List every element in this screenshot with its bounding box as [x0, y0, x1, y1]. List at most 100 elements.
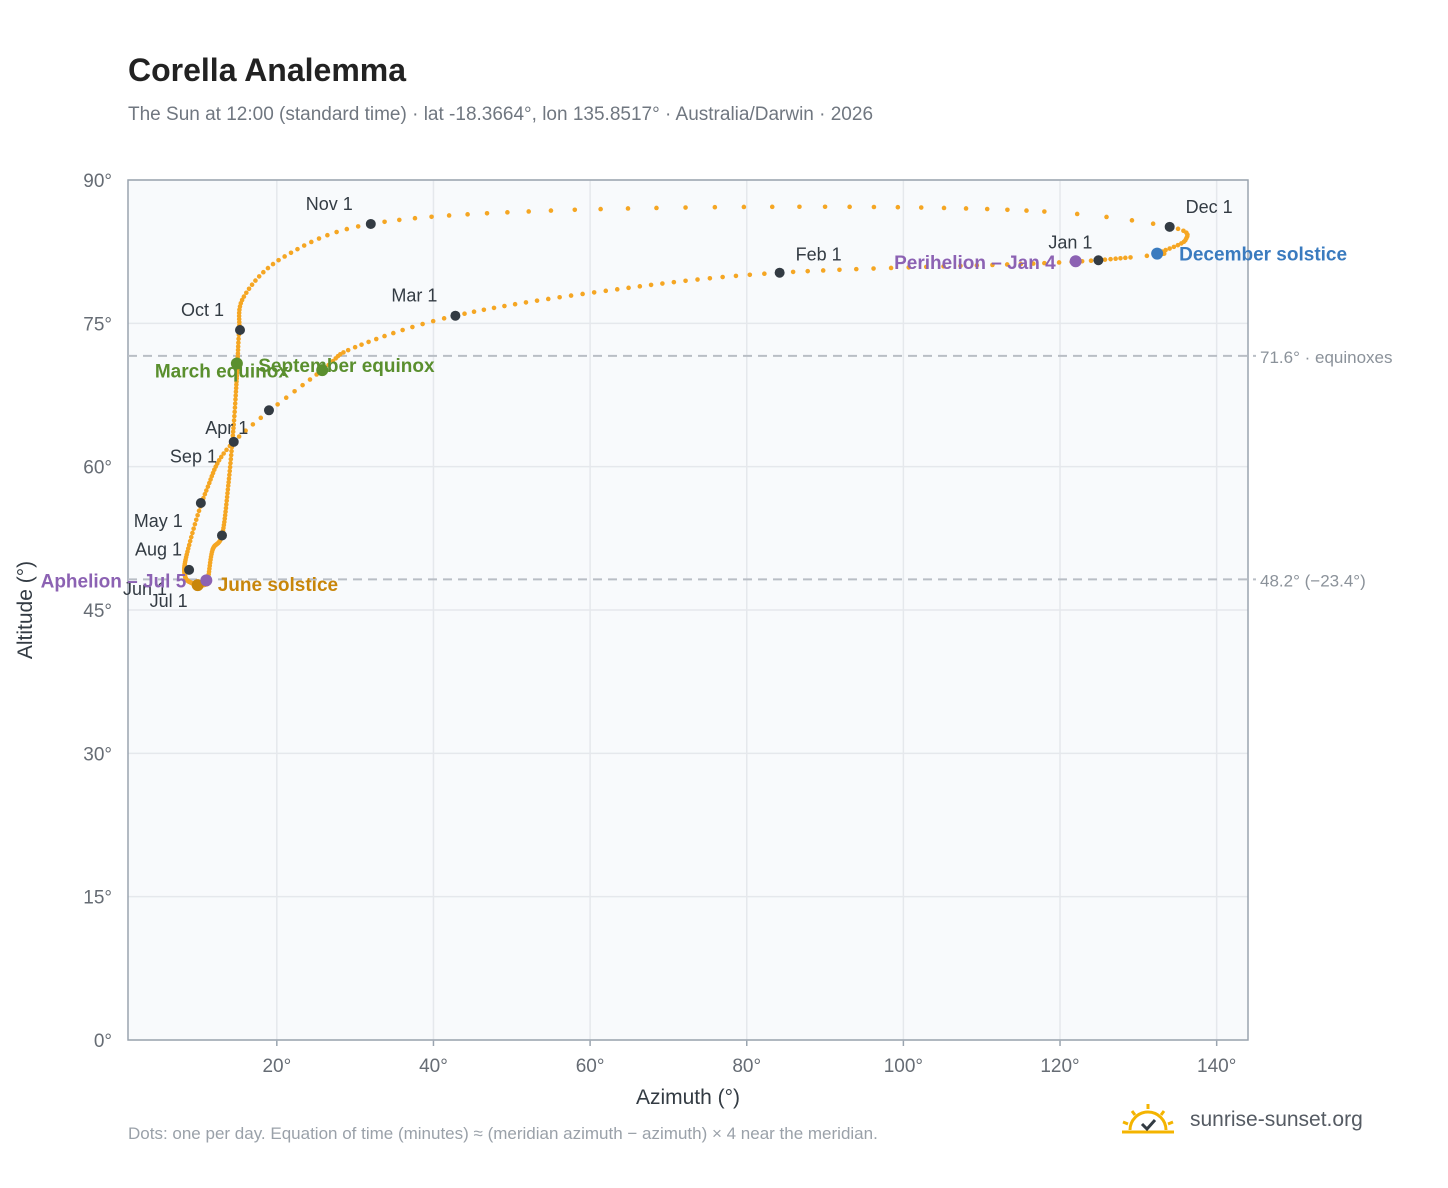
day-dot [741, 204, 747, 210]
day-dot [1024, 208, 1029, 213]
day-dot [195, 512, 200, 518]
day-dot [233, 393, 239, 398]
day-dot [941, 205, 947, 211]
day-dot [344, 226, 350, 232]
day-dot [382, 333, 387, 339]
day-dot [382, 219, 387, 225]
reference-line-label: 71.6° · equinoxes [1260, 348, 1393, 367]
month-marker [195, 497, 206, 508]
event-marker [230, 357, 243, 370]
day-dot [871, 266, 876, 271]
brand-logo[interactable]: sunrise-sunset.org [1120, 1102, 1363, 1138]
day-dot [990, 262, 995, 268]
event-label: December solstice [1179, 245, 1347, 266]
y-tick-label: 90° [83, 171, 112, 192]
day-dot [208, 477, 213, 482]
day-dot [253, 278, 258, 283]
day-dot [228, 456, 234, 462]
day-dot [1074, 211, 1080, 217]
day-dot [797, 204, 802, 210]
day-dot [236, 340, 241, 345]
day-dot [232, 409, 237, 415]
month-marker [1164, 221, 1175, 232]
day-dot [1042, 260, 1047, 266]
day-dot [233, 389, 239, 395]
y-tick-label: 75° [83, 314, 112, 335]
day-dot [228, 460, 233, 466]
month-marker [184, 564, 195, 575]
day-dot [683, 278, 688, 284]
month-label: Oct 1 [181, 300, 224, 320]
y-tick-label: 30° [83, 744, 112, 765]
day-dot [502, 303, 507, 309]
day-dot [225, 487, 231, 492]
day-dot [265, 265, 271, 271]
day-dot [512, 301, 518, 307]
month-label: Mar 1 [391, 286, 437, 306]
day-dot [1088, 258, 1094, 263]
month-label: Feb 1 [796, 245, 842, 265]
day-dot [205, 484, 211, 489]
day-dot [441, 316, 447, 321]
y-tick-label: 60° [83, 458, 112, 479]
day-dot [204, 488, 209, 493]
day-dot [225, 490, 230, 496]
month-label: Aug 1 [135, 539, 182, 559]
day-dot [236, 336, 241, 342]
day-dot [491, 305, 497, 311]
event-label: June solstice [218, 575, 338, 596]
month-label: Apr 1 [205, 418, 248, 438]
month-label: Sep 1 [170, 446, 217, 466]
day-dot [224, 494, 230, 500]
day-dot [261, 269, 266, 275]
y-tick-label: 15° [83, 888, 112, 909]
month-marker [263, 405, 274, 416]
day-dot [1171, 244, 1177, 250]
day-dot [250, 422, 256, 427]
day-dot [232, 413, 237, 419]
day-dot [1167, 246, 1172, 251]
x-tick-label: 100° [884, 1056, 923, 1077]
day-dot [192, 521, 198, 527]
day-dot [307, 377, 313, 382]
day-dot [218, 454, 224, 460]
day-dot [282, 254, 287, 259]
day-dot [226, 476, 232, 481]
day-dot [1179, 241, 1184, 246]
day-dot [1129, 218, 1135, 223]
day-dot [239, 297, 245, 303]
month-label: May 1 [134, 511, 183, 531]
day-dot [295, 246, 300, 252]
day-dot [429, 214, 434, 220]
day-dot [941, 264, 946, 269]
day-dot [235, 347, 241, 353]
day-dot [223, 509, 228, 515]
day-dot [196, 508, 202, 514]
day-dot [1113, 256, 1118, 262]
month-label: Jun 1 [123, 579, 167, 599]
sun-check-icon [1122, 1104, 1174, 1134]
day-dot [352, 344, 358, 350]
day-dot [232, 401, 238, 406]
day-dot [822, 204, 828, 210]
day-dot [654, 205, 659, 211]
day-dot [231, 425, 236, 431]
day-dot [420, 321, 425, 327]
day-dot [484, 210, 490, 216]
day-dot [326, 362, 331, 368]
day-dot [187, 538, 193, 544]
day-dot [233, 385, 239, 391]
month-marker [235, 325, 245, 336]
day-dot [625, 206, 631, 211]
day-dot [853, 266, 859, 272]
event-marker [1069, 255, 1082, 268]
day-dot [373, 336, 379, 342]
day-dot [1175, 226, 1181, 232]
day-dot [1004, 262, 1010, 267]
day-dot [222, 516, 228, 521]
day-dot [345, 347, 351, 353]
day-dot [235, 344, 241, 349]
x-tick-label: 120° [1040, 1056, 1079, 1077]
event-marker [316, 364, 329, 377]
